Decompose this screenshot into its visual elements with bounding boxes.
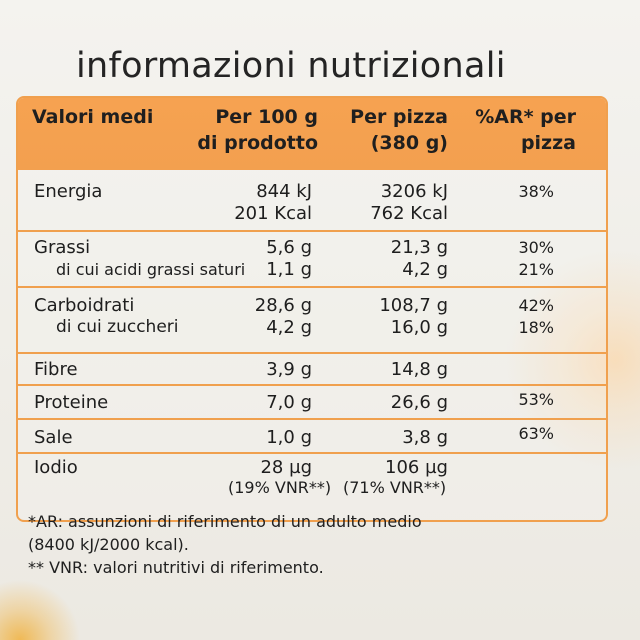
value-percent-ar: 30% [518,238,554,257]
row-divider [18,452,606,454]
value-per-pizza-kcal: 762 Kcal [370,203,448,224]
row-label: Energia [34,181,103,202]
row-divider [18,418,606,420]
value-per-100g: 3,9 g [266,359,312,380]
value-percent-ar: 38% [518,182,554,201]
row-divider [18,230,606,232]
value-percent-ar: 42% [518,296,554,315]
footnotes: *AR: assunzioni di riferimento di un adu… [28,510,608,579]
footnote-vnr: ** VNR: valori nutritivi di riferimento. [28,558,324,577]
value-per-pizza: 3206 kJ [380,181,448,202]
table-header [18,98,606,170]
row-label: Carboidrati [34,295,135,316]
value-per-100g-vnr: (19% VNR**) [228,478,332,497]
value-per-100g-kcal: 201 Kcal [234,203,312,224]
footnote-ar: *AR: assunzioni di riferimento di un adu… [28,512,422,531]
row-label: Proteine [34,392,109,413]
footnote-ar-values: (8400 kJ/2000 kcal). [28,535,189,554]
value-per-100g: 28 µg [260,457,312,478]
value-per-100g: 844 kJ [256,181,312,202]
row-label: Sale [34,427,73,448]
value-per-pizza: 16,0 g [390,317,448,338]
value-per-pizza: 26,6 g [390,392,448,413]
value-per-100g: 28,6 g [254,295,312,316]
value-percent-ar: 21% [518,260,554,279]
row-label: Iodio [34,457,78,478]
value-per-pizza: 106 µg [385,457,448,478]
row-label: Fibre [34,359,78,380]
value-per-100g: 1,0 g [266,427,312,448]
row-divider [18,352,606,354]
row-sublabel: di cui acidi grassi saturi [56,260,246,279]
value-per-pizza: 21,3 g [390,237,448,258]
value-per-100g: 4,2 g [266,317,312,338]
row-sublabel: di cui zuccheri [56,317,179,337]
header-label: Valori medi [32,106,154,128]
row-divider [18,384,606,386]
value-percent-ar: 63% [518,424,554,443]
value-percent-ar: 18% [518,318,554,337]
value-percent-ar: 53% [518,390,554,409]
value-per-100g: 1,1 g [266,259,312,280]
value-per-pizza: 4,2 g [402,259,448,280]
row-divider [18,286,606,288]
header-per-100g: Per 100 g di prodotto [197,106,318,154]
page-title: informazioni nutrizionali [76,46,506,86]
value-per-100g: 5,6 g [266,237,312,258]
header-percent-ar: %AR* per pizza [475,106,576,154]
value-per-pizza: 108,7 g [379,295,448,316]
value-per-pizza: 3,8 g [402,427,448,448]
value-per-100g: 7,0 g [266,392,312,413]
value-per-pizza-vnr: (71% VNR**) [343,478,447,497]
header-per-pizza: Per pizza (380 g) [350,106,448,154]
nutrition-table: Valori medi Per 100 g di prodotto Per piz… [16,96,608,522]
value-per-pizza: 14,8 g [390,359,448,380]
row-label: Grassi [34,237,91,258]
